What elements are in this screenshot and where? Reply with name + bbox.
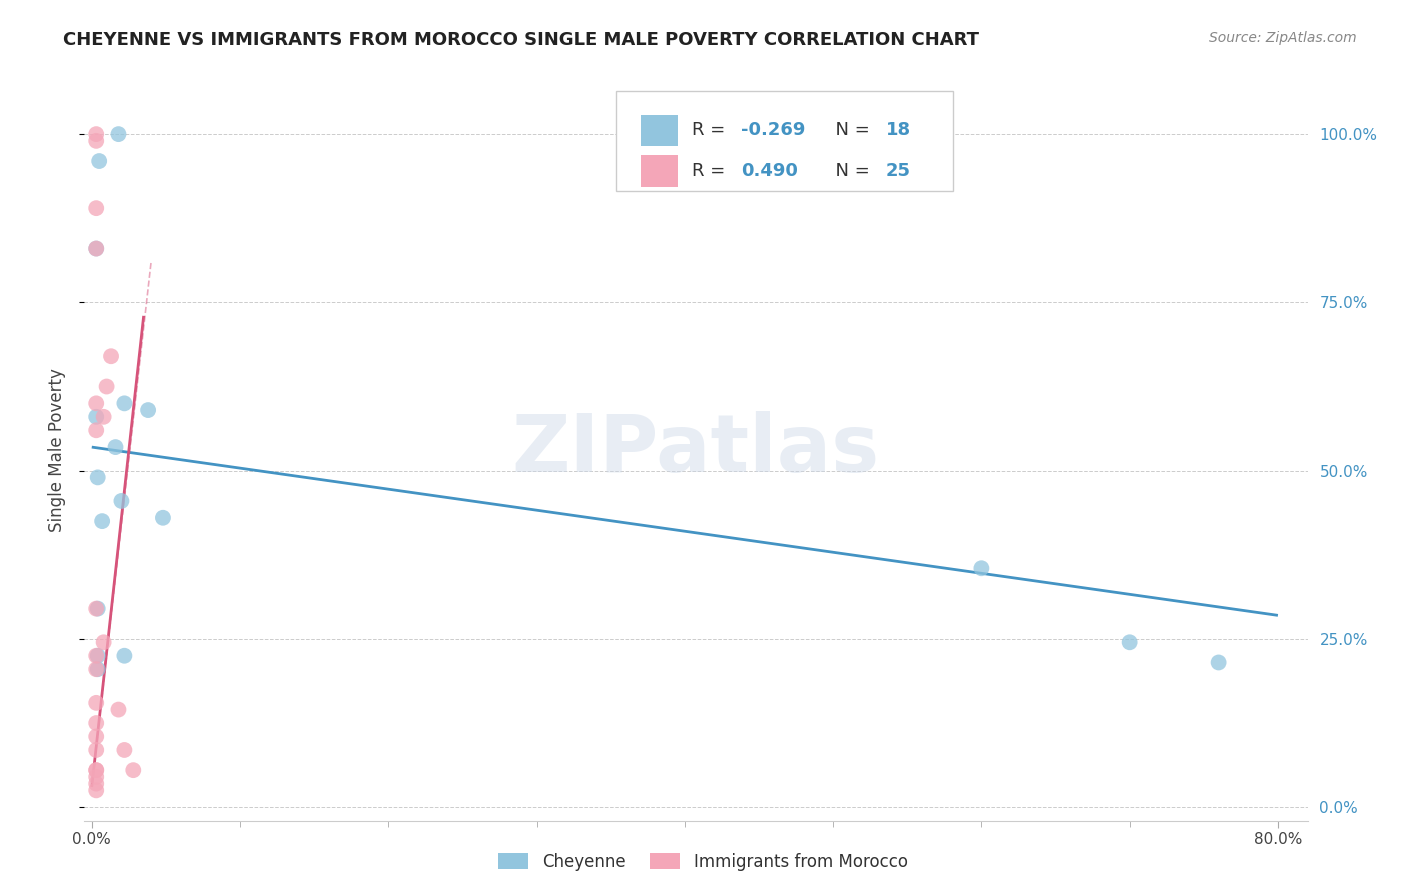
Point bbox=[84, 662, 107, 676]
Point bbox=[96, 379, 118, 393]
Point bbox=[84, 770, 107, 784]
Text: N =: N = bbox=[824, 121, 876, 139]
Point bbox=[84, 776, 107, 791]
Y-axis label: Single Male Poverty: Single Male Poverty bbox=[48, 368, 66, 533]
Point bbox=[84, 242, 107, 256]
Point bbox=[86, 648, 108, 663]
Text: 18: 18 bbox=[886, 121, 911, 139]
Point bbox=[86, 662, 108, 676]
Point bbox=[84, 396, 107, 410]
Point bbox=[84, 763, 107, 777]
Text: CHEYENNE VS IMMIGRANTS FROM MOROCCO SINGLE MALE POVERTY CORRELATION CHART: CHEYENNE VS IMMIGRANTS FROM MOROCCO SING… bbox=[63, 31, 979, 49]
Point bbox=[100, 349, 122, 363]
Text: ZIPatlas: ZIPatlas bbox=[512, 411, 880, 490]
Point bbox=[110, 494, 132, 508]
Point bbox=[84, 730, 107, 744]
Text: 0.490: 0.490 bbox=[741, 162, 799, 180]
FancyBboxPatch shape bbox=[641, 155, 678, 186]
Point bbox=[84, 648, 107, 663]
Text: R =: R = bbox=[692, 121, 731, 139]
Point bbox=[84, 423, 107, 437]
Point bbox=[84, 743, 107, 757]
Point bbox=[86, 470, 108, 484]
Point bbox=[122, 763, 145, 777]
Point bbox=[84, 201, 107, 215]
FancyBboxPatch shape bbox=[641, 115, 678, 145]
Point bbox=[84, 696, 107, 710]
Point bbox=[91, 514, 114, 528]
Point bbox=[84, 716, 107, 731]
Point bbox=[136, 403, 159, 417]
Text: 25: 25 bbox=[886, 162, 911, 180]
Text: R =: R = bbox=[692, 162, 737, 180]
Point bbox=[104, 440, 127, 454]
Point bbox=[107, 703, 129, 717]
Point bbox=[84, 763, 107, 777]
Point bbox=[84, 409, 107, 424]
Text: N =: N = bbox=[824, 162, 876, 180]
Point bbox=[84, 783, 107, 797]
Legend: Cheyenne, Immigrants from Morocco: Cheyenne, Immigrants from Morocco bbox=[491, 845, 915, 880]
Point bbox=[970, 561, 993, 575]
Point bbox=[112, 396, 135, 410]
Point bbox=[107, 127, 129, 141]
Point bbox=[84, 134, 107, 148]
Point bbox=[93, 635, 115, 649]
Point bbox=[84, 601, 107, 615]
Point bbox=[1118, 635, 1140, 649]
Point bbox=[112, 743, 135, 757]
Point bbox=[93, 409, 115, 424]
Point bbox=[86, 601, 108, 615]
Point bbox=[152, 510, 174, 524]
Point bbox=[112, 648, 135, 663]
Point bbox=[84, 242, 107, 256]
Point bbox=[1208, 656, 1230, 670]
Text: Source: ZipAtlas.com: Source: ZipAtlas.com bbox=[1209, 31, 1357, 45]
FancyBboxPatch shape bbox=[616, 91, 953, 191]
Text: -0.269: -0.269 bbox=[741, 121, 806, 139]
Point bbox=[84, 127, 107, 141]
Point bbox=[89, 154, 111, 169]
